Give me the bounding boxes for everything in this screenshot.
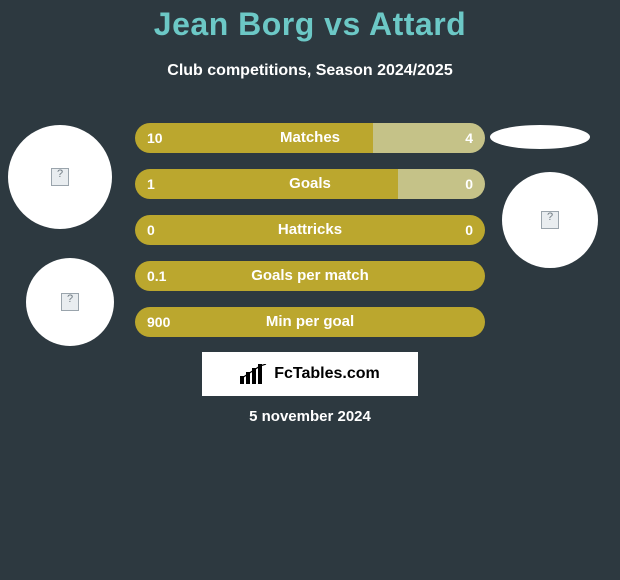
player1-avatar: [8, 125, 112, 229]
stat-row: Hattricks00: [135, 215, 485, 245]
stat-bar-player2: [398, 169, 486, 199]
stat-bar-player1: [135, 307, 485, 337]
player1-club-avatar: [26, 258, 114, 346]
player2-avatar: [490, 125, 590, 149]
date-caption: 5 november 2024: [0, 408, 620, 425]
stat-bar-player1: [135, 123, 373, 153]
stat-bar-player2: [373, 123, 485, 153]
stat-bar-player2: [310, 215, 485, 245]
stat-row: Matches104: [135, 123, 485, 153]
stat-bar-player1: [135, 261, 485, 291]
stat-bar-player1: [135, 215, 310, 245]
stat-bar-player1: [135, 169, 398, 199]
comparison-infographic: Jean Borg vs Attard Club competitions, S…: [0, 0, 620, 580]
stat-row: Goals per match0.1: [135, 261, 485, 291]
stat-row: Min per goal900: [135, 307, 485, 337]
stat-row: Goals10: [135, 169, 485, 199]
placeholder-icon: [541, 211, 559, 229]
placeholder-icon: [61, 293, 79, 311]
player2-club-avatar: [502, 172, 598, 268]
subtitle: Club competitions, Season 2024/2025: [0, 62, 620, 80]
brand-text: FcTables.com: [274, 365, 380, 383]
page-title: Jean Borg vs Attard: [0, 6, 620, 43]
placeholder-icon: [51, 168, 69, 186]
bars-icon: [240, 364, 268, 384]
brand-badge: FcTables.com: [202, 352, 418, 396]
